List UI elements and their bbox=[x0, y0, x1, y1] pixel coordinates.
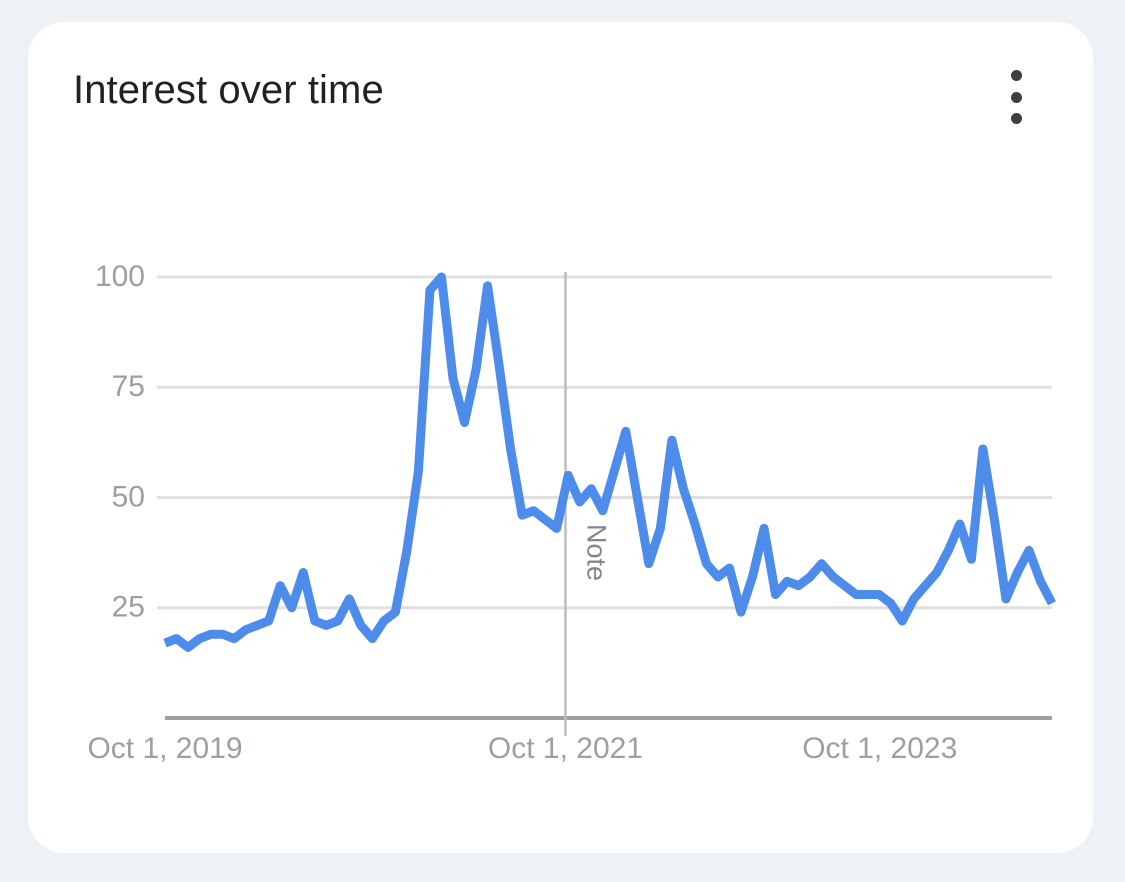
series-line bbox=[163, 272, 1056, 652]
card-header: Interest over time bbox=[28, 22, 1093, 152]
x-axis-labels: Oct 1, 2019 Oct 1, 2021 Oct 1, 2023 bbox=[87, 732, 957, 765]
note-label[interactable]: Note bbox=[581, 524, 611, 581]
page-title: Interest over time bbox=[73, 68, 384, 112]
menu-dot-1 bbox=[1010, 70, 1022, 81]
y-tick-label: 75 bbox=[112, 370, 145, 403]
chart-plot-area[interactable]: 25 50 75 100 Oct 1, 2019 Oct 1, 2021 Oct 1, 2… bbox=[28, 22, 1093, 853]
y-tick-label: 25 bbox=[112, 591, 145, 624]
interest-over-time-card: Interest over time 25 50 75 100 Oct 1, 2019… bbox=[28, 22, 1093, 853]
x-tick-label: Oct 1, 2023 bbox=[802, 732, 957, 765]
y-tick-marks bbox=[157, 275, 193, 610]
y-axis-labels: 25 50 75 100 bbox=[95, 260, 145, 624]
y-tick-label: 100 bbox=[95, 260, 145, 293]
y-tick-label: 50 bbox=[112, 480, 145, 513]
x-tick-label: Oct 1, 2021 bbox=[488, 732, 643, 765]
more-vert-icon[interactable] bbox=[994, 64, 1038, 130]
x-tick-label: Oct 1, 2019 bbox=[87, 732, 242, 765]
interest-series-line bbox=[163, 272, 1056, 652]
menu-dot-2 bbox=[1010, 91, 1022, 103]
menu-dot-3 bbox=[1010, 113, 1022, 124]
